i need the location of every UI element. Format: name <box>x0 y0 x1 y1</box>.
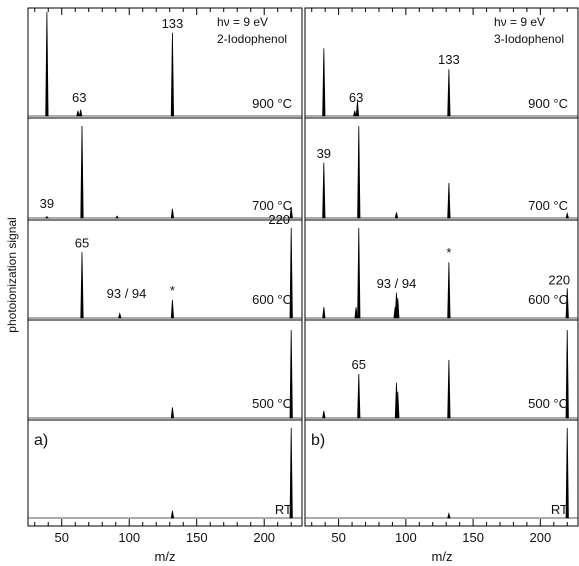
spectrum-peak <box>45 11 49 117</box>
peak-annotation: 93 / 94 <box>377 276 417 291</box>
peak-annotation: 133 <box>438 52 460 67</box>
peak-annotation: 65 <box>75 235 89 250</box>
x-tick-label: 50 <box>331 530 345 545</box>
spectrum-peak <box>447 511 451 519</box>
temperature-label: 900 °C <box>528 96 568 111</box>
spectrum-peak <box>565 288 569 319</box>
peak-annotation: * <box>170 283 175 298</box>
spectrum-peak <box>170 407 175 419</box>
spectrum-peak <box>289 206 293 219</box>
peak-annotation: 63 <box>349 90 363 105</box>
spectrum-peak <box>170 299 175 319</box>
spectrum-peak <box>289 427 293 519</box>
peak-annotation: 220 <box>548 272 570 287</box>
x-axis-label-a: m/z <box>155 549 176 564</box>
temperature-label: 700 °C <box>528 198 568 213</box>
spectrum-peak <box>396 298 400 319</box>
spectrum-peak <box>565 427 569 519</box>
spectrum-peak <box>322 162 326 219</box>
temperature-label: 600 °C <box>528 292 568 307</box>
photon-energy-label: hν = 9 eV <box>217 15 268 29</box>
peak-annotation: * <box>446 245 451 260</box>
spectrum-peak <box>80 125 84 219</box>
spectrum-peak <box>322 48 326 117</box>
spectrum-peak <box>447 69 451 117</box>
spectrum-peak <box>357 227 361 319</box>
x-tick-label: 100 <box>118 530 140 545</box>
compound-label: 2-Iodophenol <box>217 32 287 46</box>
x-tick-label: 200 <box>253 530 275 545</box>
spectrum-peak <box>354 307 358 319</box>
x-tick-label: 50 <box>55 530 69 545</box>
peak-annotation: 39 <box>317 146 331 161</box>
spectrum-peak <box>78 109 83 117</box>
spectrum-peak <box>322 307 326 319</box>
spectrum-peak <box>357 373 361 419</box>
spectrum-peak <box>394 212 399 219</box>
x-tick-label: 100 <box>395 530 417 545</box>
temperature-label: 500 °C <box>252 396 292 411</box>
spectrum-peak <box>357 125 361 219</box>
temperature-label: 700 °C <box>252 198 292 213</box>
spectrum-peak <box>353 110 357 117</box>
x-tick-label: 150 <box>462 530 484 545</box>
spectrum-peak <box>118 311 122 319</box>
spectrum-peak <box>396 391 400 419</box>
spectrum-peak <box>170 32 175 117</box>
spectrum-peak <box>289 329 293 419</box>
panel-label: a) <box>34 432 48 449</box>
plot-frame-b <box>304 7 579 527</box>
spectrum-peak <box>565 329 569 419</box>
spectrum-peak <box>447 183 451 219</box>
spectrum-peak <box>115 215 120 219</box>
temperature-label: RT <box>275 502 292 517</box>
x-axis-label-b: m/z <box>432 549 453 564</box>
compound-label: 3-Iodophenol <box>494 32 564 46</box>
peak-annotation: 220 <box>268 212 290 227</box>
temperature-label: RT <box>551 502 568 517</box>
spectrum-peak <box>44 216 49 219</box>
spectrum-peak <box>447 262 451 319</box>
photon-energy-label: hν = 9 eV <box>494 15 545 29</box>
spectrum-peak <box>447 359 451 419</box>
spectrum-peak <box>565 211 569 219</box>
peak-annotation: 63 <box>72 90 86 105</box>
spectrum-peak <box>322 410 326 419</box>
spectrum-peak <box>170 510 175 519</box>
plot-frame-a <box>27 7 303 527</box>
peak-annotation: 39 <box>40 196 54 211</box>
y-axis-label: photoionization signal <box>5 217 19 332</box>
peak-annotation: 133 <box>162 16 184 31</box>
peak-annotation: 65 <box>352 357 366 372</box>
x-tick-label: 150 <box>186 530 208 545</box>
spectrum-peak <box>76 110 80 117</box>
temperature-label: 900 °C <box>252 96 292 111</box>
panel-label: b) <box>311 432 325 449</box>
x-tick-label: 200 <box>529 530 551 545</box>
spectrum-peak <box>355 101 360 117</box>
temperature-label: 500 °C <box>528 396 568 411</box>
spectrum-peak <box>170 208 175 219</box>
temperature-label: 600 °C <box>252 292 292 307</box>
spectrum-peak <box>80 252 84 319</box>
peak-annotation: 93 / 94 <box>107 286 147 301</box>
spectrum-peak <box>289 227 293 319</box>
